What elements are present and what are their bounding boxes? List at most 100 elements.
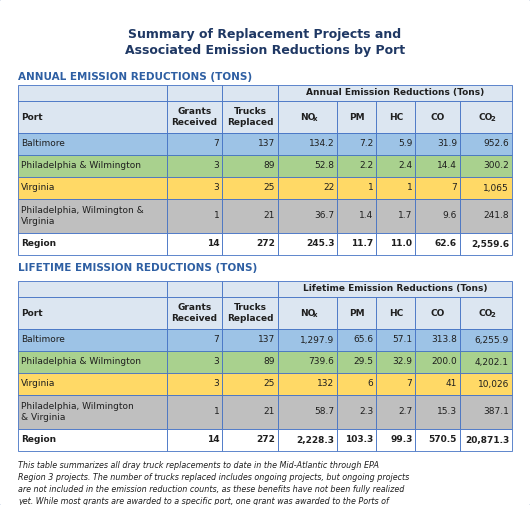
Text: Port: Port <box>21 113 42 122</box>
Text: 5.9: 5.9 <box>398 139 412 148</box>
Text: 7: 7 <box>407 379 412 388</box>
Bar <box>460 329 512 351</box>
Bar <box>166 199 222 233</box>
Text: 25: 25 <box>263 183 275 192</box>
Bar <box>18 199 166 233</box>
Text: Virginia: Virginia <box>21 183 55 192</box>
Text: 62.6: 62.6 <box>435 239 457 248</box>
Text: Annual Emission Reductions (Tons): Annual Emission Reductions (Tons) <box>306 88 484 97</box>
Bar <box>338 133 376 155</box>
Bar <box>376 395 416 429</box>
Text: 245.3: 245.3 <box>306 239 334 248</box>
Bar <box>376 233 416 255</box>
Text: 137: 137 <box>258 139 275 148</box>
Bar <box>166 101 222 133</box>
Bar <box>222 351 278 373</box>
Text: CO: CO <box>479 113 493 122</box>
Bar <box>376 297 416 329</box>
Text: This table summarizes all dray truck replacements to date in the Mid-Atlantic th: This table summarizes all dray truck rep… <box>18 461 379 470</box>
Bar <box>278 233 338 255</box>
Bar <box>18 429 166 451</box>
Text: 7: 7 <box>451 183 457 192</box>
Text: 570.5: 570.5 <box>429 435 457 444</box>
Text: Region: Region <box>21 435 56 444</box>
Text: 11.0: 11.0 <box>391 239 412 248</box>
Bar <box>460 373 512 395</box>
Text: 65.6: 65.6 <box>354 335 374 344</box>
Bar <box>18 233 166 255</box>
Bar <box>222 133 278 155</box>
Bar <box>18 351 166 373</box>
Text: 41: 41 <box>446 379 457 388</box>
Bar <box>376 329 416 351</box>
Text: 21: 21 <box>263 408 275 417</box>
Bar <box>222 155 278 177</box>
Text: 2,559.6: 2,559.6 <box>471 239 509 248</box>
Text: 14: 14 <box>207 239 219 248</box>
Text: LIFETIME EMISSION REDUCTIONS (TONS): LIFETIME EMISSION REDUCTIONS (TONS) <box>18 263 257 273</box>
Text: 58.7: 58.7 <box>314 408 334 417</box>
Text: 89: 89 <box>263 358 275 367</box>
Bar <box>376 155 416 177</box>
Text: CO: CO <box>430 309 445 318</box>
Text: x: x <box>313 116 317 122</box>
Bar <box>18 101 166 133</box>
Text: 11.7: 11.7 <box>351 239 374 248</box>
Bar <box>338 429 376 451</box>
Text: Region 3 projects. The number of trucks replaced includes ongoing projects, but : Region 3 projects. The number of trucks … <box>18 473 409 482</box>
Text: 2,228.3: 2,228.3 <box>296 435 334 444</box>
Text: 1: 1 <box>407 183 412 192</box>
Text: 200.0: 200.0 <box>431 358 457 367</box>
Bar <box>338 199 376 233</box>
Text: ANNUAL EMISSION REDUCTIONS (TONS): ANNUAL EMISSION REDUCTIONS (TONS) <box>18 72 252 82</box>
Bar <box>278 429 338 451</box>
Bar <box>460 101 512 133</box>
Text: 89: 89 <box>263 162 275 171</box>
Bar <box>18 297 166 329</box>
Text: 99.3: 99.3 <box>390 435 412 444</box>
Bar <box>416 395 460 429</box>
Text: Port: Port <box>21 309 42 318</box>
Bar <box>166 429 222 451</box>
Text: 3: 3 <box>214 183 219 192</box>
Bar <box>278 177 338 199</box>
Text: Philadelphia & Wilmington: Philadelphia & Wilmington <box>21 162 141 171</box>
Bar <box>222 297 278 329</box>
Text: 2.3: 2.3 <box>359 408 374 417</box>
Text: 31.9: 31.9 <box>437 139 457 148</box>
Bar <box>338 351 376 373</box>
Bar <box>222 395 278 429</box>
Text: 1: 1 <box>214 408 219 417</box>
Text: 272: 272 <box>256 239 275 248</box>
Bar <box>416 429 460 451</box>
Text: Region: Region <box>21 239 56 248</box>
Text: 1,065: 1,065 <box>483 183 509 192</box>
Text: 7.2: 7.2 <box>359 139 374 148</box>
Bar <box>460 155 512 177</box>
Bar <box>460 429 512 451</box>
Text: 32.9: 32.9 <box>392 358 412 367</box>
Bar <box>166 133 222 155</box>
Bar <box>166 373 222 395</box>
Bar <box>416 297 460 329</box>
Text: are not included in the emission reduction counts, as these benefits have not be: are not included in the emission reducti… <box>18 485 404 494</box>
Bar <box>222 373 278 395</box>
Text: 36.7: 36.7 <box>314 212 334 221</box>
Bar <box>376 199 416 233</box>
Text: Lifetime Emission Reductions (Tons): Lifetime Emission Reductions (Tons) <box>303 284 487 293</box>
Bar <box>376 101 416 133</box>
Bar <box>338 373 376 395</box>
Text: Summary of Replacement Projects and: Summary of Replacement Projects and <box>128 28 402 41</box>
Text: Trucks
Replaced: Trucks Replaced <box>227 304 273 323</box>
Text: Associated Emission Reductions by Port: Associated Emission Reductions by Port <box>125 44 405 57</box>
Bar <box>278 101 338 133</box>
Bar <box>416 351 460 373</box>
Bar <box>278 199 338 233</box>
Bar <box>338 101 376 133</box>
Text: 57.1: 57.1 <box>392 335 412 344</box>
Bar <box>376 429 416 451</box>
Bar <box>338 233 376 255</box>
Bar <box>278 85 512 101</box>
Bar <box>460 297 512 329</box>
Text: 10,026: 10,026 <box>478 379 509 388</box>
